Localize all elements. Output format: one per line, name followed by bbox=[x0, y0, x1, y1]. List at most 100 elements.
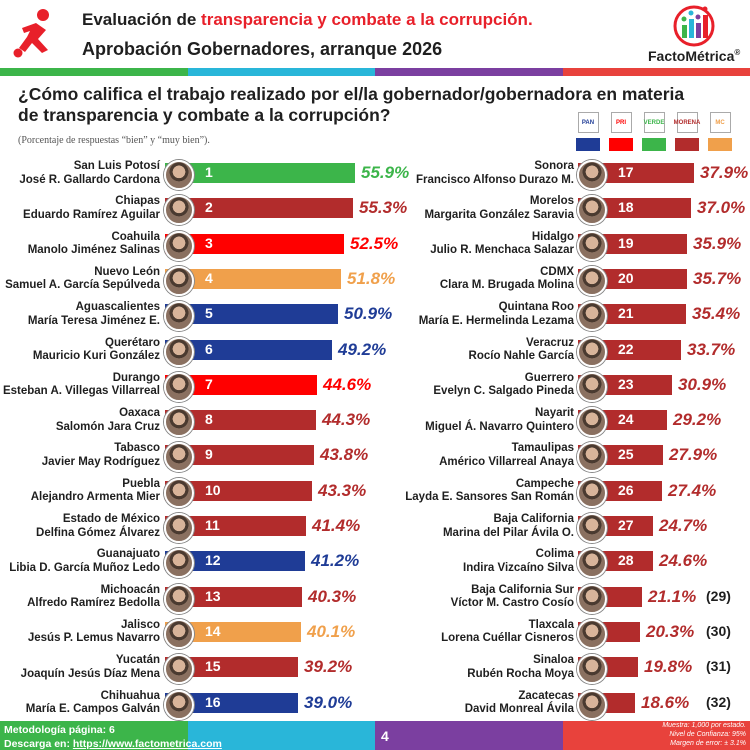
chart-row: Jalisco Jesús P. Lemus Navarro 14 40.1% bbox=[0, 618, 750, 649]
legend-item: MORENA bbox=[674, 112, 700, 151]
governor-name: Lorena Cuéllar Cisneros bbox=[441, 632, 574, 645]
governor-label: Durango Esteban A. Villegas Villarreal bbox=[0, 372, 160, 399]
state-name: Zacatecas bbox=[518, 689, 574, 702]
legend-item: MC bbox=[708, 112, 732, 151]
governor-name: Joaquín Jesús Díaz Mena bbox=[20, 667, 160, 680]
rank-number: 11 bbox=[205, 517, 220, 533]
value-label: 55.9% bbox=[361, 163, 410, 182]
governor-name: Manolo Jiménez Salinas bbox=[27, 244, 160, 257]
rank-number: 15 bbox=[205, 658, 221, 675]
state-name: Nayarit bbox=[535, 407, 574, 420]
governor-photo-icon bbox=[164, 336, 194, 367]
party-logo-icon: MORENA bbox=[674, 112, 700, 133]
governor-label: San Luis Potosí José R. Gallardo Cardona bbox=[0, 160, 160, 187]
governor-name: Indira Vizcaíno Silva bbox=[463, 561, 574, 574]
value-label: 40.1% bbox=[307, 621, 356, 641]
legend-swatch bbox=[675, 138, 699, 151]
value-label: 24.7% bbox=[659, 516, 708, 535]
value-label: 39.2% bbox=[304, 657, 353, 677]
state-name: Coahuila bbox=[111, 230, 160, 243]
chart-row: San Luis Potosí José R. Gallardo Cardona 1… bbox=[0, 159, 750, 190]
governor-photo-icon bbox=[164, 583, 194, 614]
chart-row: Morelos Margarita González Saravia 18 37.0% bbox=[0, 194, 750, 226]
chart-row: Veracruz Rocío Nahle García 22 33.7% bbox=[0, 336, 750, 367]
state-name: Baja California Sur bbox=[471, 583, 574, 596]
rank-number: 25 bbox=[618, 446, 634, 463]
party-logo-icon: PAN bbox=[577, 112, 599, 133]
state-name: Jalisco bbox=[121, 618, 160, 631]
governor-photo-icon bbox=[577, 336, 607, 367]
value-bar bbox=[165, 163, 355, 183]
state-name: Quintana Roo bbox=[498, 301, 574, 314]
rank-number: 6 bbox=[205, 340, 213, 357]
value-bar bbox=[165, 621, 301, 642]
rank-note: (31) bbox=[706, 658, 731, 675]
governor-name: Margarita González Saravia bbox=[424, 208, 574, 221]
value-label: 35.4% bbox=[692, 304, 741, 324]
state-name: Sinaloa bbox=[533, 654, 574, 667]
rank-number: 27 bbox=[618, 517, 634, 533]
rank-number: 8 bbox=[205, 411, 213, 428]
value-label: 30.9% bbox=[678, 374, 727, 394]
governor-photo-icon bbox=[164, 513, 194, 543]
rank-number: 13 bbox=[205, 587, 221, 604]
state-name: Oaxaca bbox=[119, 407, 160, 420]
margin-of-error: Margen de error: ± 3.1% bbox=[670, 740, 746, 747]
chart-row: CDMX Clara M. Brugada Molina 20 35.7% bbox=[0, 265, 750, 296]
value-bar bbox=[165, 268, 341, 289]
state-name: Colima bbox=[535, 548, 574, 561]
governor-label: Hidalgo Julio R. Menchaca Salazar bbox=[354, 231, 574, 258]
rank-note: (29) bbox=[706, 587, 731, 604]
chart-row: Estado de México Delfina Gómez Álvarez 11 4… bbox=[0, 512, 750, 543]
governor-label: Jalisco Jesús P. Lemus Navarro bbox=[0, 619, 160, 646]
governor-label: Puebla Alejandro Armenta Mier bbox=[0, 478, 160, 505]
governor-label: Baja California Sur Víctor M. Castro Cosí… bbox=[354, 584, 574, 611]
governor-label: Sonora Francisco Alfonso Durazo M. bbox=[354, 160, 574, 187]
governor-label: Guanajuato Libia D. García Muñoz Ledo bbox=[0, 548, 160, 575]
chart-row: Baja California Marina del Pilar Ávila O.… bbox=[0, 512, 750, 543]
governor-photo-icon bbox=[577, 689, 607, 720]
download-line: Descarga en: https://www.factometrica.co… bbox=[4, 738, 222, 750]
download-link[interactable]: https://www.factometrica.com bbox=[72, 738, 222, 750]
governor-photo-icon bbox=[577, 230, 607, 261]
confidence-level: Nivel de Confianza: 95% bbox=[669, 731, 746, 738]
chart-row: Tabasco Javier May Rodríguez 9 43.8% bbox=[0, 441, 750, 473]
rank-number: 18 bbox=[618, 199, 634, 216]
state-name: Sonora bbox=[534, 160, 574, 172]
value-bar bbox=[165, 410, 316, 431]
state-name: Durango bbox=[112, 371, 160, 384]
governor-name: Salomón Jara Cruz bbox=[55, 420, 160, 433]
governor-label: Campeche Layda E. Sansores San Román bbox=[354, 478, 574, 505]
rank-number: 26 bbox=[618, 481, 634, 498]
chart-row: Puebla Alejandro Armenta Mier 10 43.3% bbox=[0, 477, 750, 508]
state-name: Morelos bbox=[529, 195, 574, 208]
governor-name: Francisco Alfonso Durazo M. bbox=[415, 173, 574, 186]
governor-name: Samuel A. García Sepúlveda bbox=[5, 279, 160, 292]
value-bar bbox=[165, 445, 314, 466]
legend-swatch bbox=[609, 138, 633, 151]
governor-name: Clara M. Brugada Molina bbox=[439, 279, 574, 292]
value-label: 41.2% bbox=[311, 551, 360, 571]
governor-label: Tamaulipas Américo Villarreal Anaya bbox=[354, 442, 574, 469]
governor-name: David Monreal Ávila bbox=[464, 703, 574, 715]
governor-name: Alejandro Armenta Mier bbox=[30, 491, 160, 504]
value-label: 19.8% bbox=[644, 657, 693, 677]
governor-label: Aguascalientes María Teresa Jiménez E. bbox=[0, 301, 160, 328]
rank-note: (30) bbox=[706, 622, 731, 639]
governor-label: Tlaxcala Lorena Cuéllar Cisneros bbox=[354, 619, 574, 646]
governor-photo-icon bbox=[577, 265, 607, 296]
governor-name: Esteban A. Villegas Villarreal bbox=[2, 385, 160, 398]
sample-info: Muestra: 1,000 por estado. Nivel de Conf… bbox=[662, 721, 746, 748]
legend-swatch bbox=[642, 138, 666, 151]
value-label: 27.9% bbox=[669, 445, 718, 465]
rank-number: 21 bbox=[618, 305, 634, 322]
governor-name: Eduardo Ramírez Aguilar bbox=[23, 208, 160, 221]
state-name: Baja California bbox=[493, 513, 574, 525]
brand-logo: FactoMétrica® bbox=[648, 4, 746, 64]
governor-photo-icon bbox=[577, 407, 607, 438]
value-label: 50.9% bbox=[344, 304, 393, 324]
value-label: 43.3% bbox=[318, 480, 367, 500]
state-name: Aguascalientes bbox=[75, 301, 160, 314]
response-note: (Porcentaje de respuestas “bien” y “muy … bbox=[18, 135, 210, 146]
chart-row: Oaxaca Salomón Jara Cruz 8 44.3% bbox=[0, 406, 750, 438]
